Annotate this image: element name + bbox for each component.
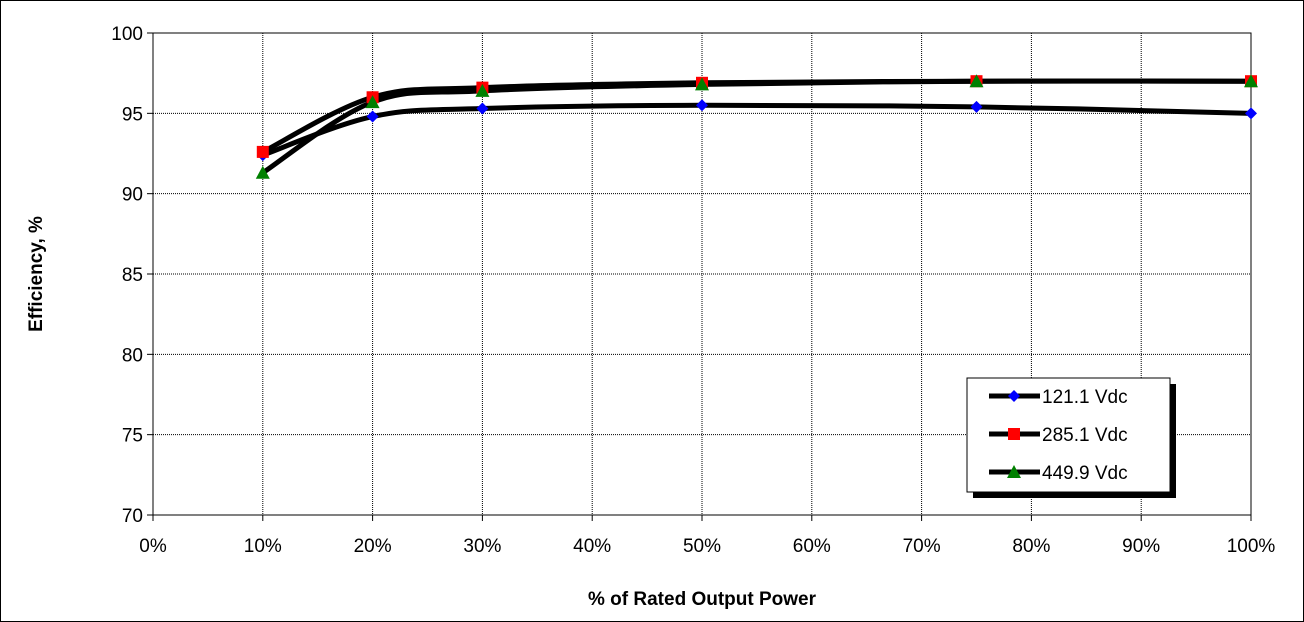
y-tick-label: 95 [122,104,143,125]
x-tick-label: 80% [1012,536,1050,557]
x-tick-label: 50% [683,536,721,557]
data-point-series-3 [1244,74,1258,88]
series-layer [255,74,1258,179]
data-point-series-3 [969,74,984,88]
data-point-series-3 [475,83,490,97]
x-tick-label: 30% [463,536,501,557]
y-axis-title: Efficiency, % [26,216,47,332]
data-point-series-1 [970,100,983,113]
axes: 70 75 80 85 90 95 100 0% 10% 20% 30% 40% 50% 60% 70% 80… [111,24,1275,557]
series-line-3 [260,78,1254,176]
data-point-series-1 [1245,107,1257,120]
x-axis-title: % of Rated Output Power [588,589,817,610]
y-tick-label: 90 [122,185,143,206]
y-tick-label: 70 [122,506,143,527]
legend-label-2: 285.1 Vdc [1042,425,1128,446]
legend-label-3: 449.9 Vdc [1042,463,1128,484]
x-tick-label: 70% [903,536,941,557]
y-tick-label: 80 [122,345,143,366]
legend-marker-1 [1008,390,1020,402]
x-tick-label: 20% [354,536,392,557]
series-line-1 [260,102,1254,158]
legend-marker-3 [1007,465,1021,478]
y-tick-label: 100 [111,24,143,45]
data-point-series-3 [365,95,380,109]
x-tick-label: 100% [1227,536,1276,557]
legend-marker-2 [1008,428,1020,440]
x-tick-label: 60% [793,536,831,557]
y-tick-label: 85 [122,265,143,286]
y-tick-label: 75 [122,426,143,447]
data-point-series-3 [695,77,709,91]
x-tick-label: 10% [244,536,282,557]
legend-label-1: 121.1 Vdc [1042,387,1128,408]
data-point-series-2 [256,145,269,158]
x-tick-label: 0% [139,536,167,557]
data-point-series-1 [476,102,489,115]
data-point-series-1 [366,110,379,123]
x-tick-label: 90% [1122,536,1160,557]
legend: 121.1 Vdc 285.1 Vdc 449.9 Vdc [966,377,1176,498]
data-point-series-1 [696,99,708,112]
legend-items: 121.1 Vdc 285.1 Vdc 449.9 Vdc [989,387,1128,484]
data-point-series-3 [255,165,270,179]
x-tick-label: 40% [573,536,611,557]
